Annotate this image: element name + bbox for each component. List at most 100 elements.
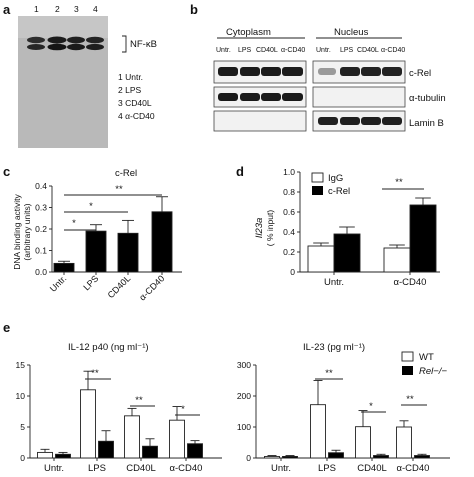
chart-d-bar-1-0 — [383, 247, 411, 273]
nfkb-bracket — [122, 35, 127, 53]
chart-e1-xtick-label: CD40L — [126, 463, 156, 474]
chart-e2-bar-0-0 — [264, 456, 280, 459]
panel-a: a 1 2 3 4 NF-κB 1 Untr. 2 LPS 3 CD40L 4 … — [3, 2, 157, 148]
legend-d-igg-swatch — [311, 172, 324, 183]
chart-e2-bar-3-0 — [396, 426, 412, 459]
chart-e2-sig-1: ** — [325, 368, 333, 379]
chart-d-sig-1: ** — [395, 177, 403, 188]
crel-band-nuc-3 — [361, 67, 381, 76]
chart-e1-bar-3-0 — [169, 419, 185, 459]
lamin-band-3 — [361, 117, 381, 125]
chart-e1-sig-2: ** — [135, 395, 143, 406]
b-lane-lps-nuc: LPS — [340, 47, 354, 54]
chart-e1-bar-1-1 — [98, 440, 114, 459]
crel-band-cyto-1 — [218, 67, 238, 76]
chart-d-ylabel-unit: ( % input) — [265, 210, 275, 247]
chart-c-xtick-label: CD40L — [106, 273, 133, 300]
crel-band-nuc-4 — [382, 67, 402, 76]
legend-e-wt-swatch — [401, 351, 414, 362]
panel-b-label: b — [190, 2, 198, 17]
emsa-band-3-upper — [67, 36, 85, 44]
b-lane-untr-nuc: Untr. — [316, 47, 331, 54]
chart-c-title: c-Rel — [115, 168, 137, 179]
chart-c-bar-2 — [117, 232, 139, 273]
crel-band-cyto-2 — [240, 67, 260, 76]
chart-c-ytick-label: 0.2 — [35, 224, 47, 234]
legend-a-1: 1 Untr. — [118, 72, 143, 82]
emsa-band-3-lower — [67, 43, 85, 51]
b-lane-untr-cyto: Untr. — [216, 47, 231, 54]
chart-c-ylabel-1: DNA binding activity — [12, 193, 22, 269]
chart-e1-ytick-label: 15 — [16, 360, 26, 370]
chart-c-xtick-label: LPS — [81, 273, 100, 292]
chart-c-xtick-label: Untr. — [48, 273, 69, 294]
chart-c-xtick-label: α-CD40 — [137, 273, 166, 302]
panel-a-label: a — [3, 2, 11, 17]
chart-e1: 0 5 10 15 Untr. LPS CD40L α-CD40 — [16, 360, 222, 474]
chart-c-sig-1: * — [72, 218, 76, 229]
emsa-band-2-upper — [47, 36, 67, 44]
row-label-crel: c-Rel — [409, 68, 431, 79]
chart-e2-bar-3-1 — [414, 455, 430, 459]
chart-e2-xtick-label: LPS — [318, 463, 336, 474]
chart-e2-sig-2: * — [369, 401, 373, 412]
chart-c: 0.0 0.1 0.2 0.3 0.4 Untr. LPS CD40L α-CD40 — [35, 181, 182, 302]
legend-e-ko-swatch — [402, 366, 413, 375]
panel-c-label: c — [3, 164, 10, 179]
crel-band-nuc-2 — [340, 67, 360, 76]
chart-c-bar-3 — [151, 211, 173, 273]
chart-e1-bar-1-0 — [80, 389, 96, 459]
chart-d-ytick-label: 0.2 — [283, 247, 295, 257]
panel-e: e IL-12 p40 (ng ml⁻¹) IL-23 (pg ml⁻¹) WT… — [3, 320, 450, 474]
chart-c-bar-1 — [85, 230, 107, 273]
chart-c-ylabel-2: (arbitrary units) — [22, 203, 32, 260]
b-lane-cd40l-nuc: CD40L — [357, 47, 379, 54]
tubulin-band-4 — [282, 93, 303, 101]
b-lane-lps-cyto: LPS — [238, 47, 252, 54]
chart-d-ytick-label: 1.0 — [283, 167, 295, 177]
emsa-band-4-upper — [86, 36, 104, 44]
crel-bands — [218, 67, 402, 76]
panel-b: b Cytoplasm Nucleus Untr. LPS CD40L α-CD… — [190, 2, 446, 132]
tubulin-bands — [218, 93, 303, 101]
legend-d-igg: IgG — [328, 173, 343, 184]
chart-e2-ytick-label: 0 — [246, 453, 251, 463]
chart-e1-bar-3-1 — [187, 443, 203, 459]
b-lane-acd40-nuc: α-CD40 — [381, 47, 405, 54]
chart-e2-xtick-label: CD40L — [357, 463, 387, 474]
b-lane-cd40l-cyto: CD40L — [256, 47, 278, 54]
lamin-bands — [318, 117, 402, 125]
chart-d-ytick-label: 0.8 — [283, 187, 295, 197]
lane-number-3: 3 — [74, 4, 79, 14]
crel-band-cyto-3 — [261, 67, 281, 76]
blot-lamin-cyto — [213, 110, 307, 132]
chart-d-bar-0-0 — [307, 245, 335, 273]
chart-e2-title: IL-23 (pg ml⁻¹) — [303, 342, 365, 353]
chart-e1-bar-2-0 — [124, 415, 140, 459]
chart-e1-bar-0-1 — [55, 453, 71, 459]
emsa-band-2-lower — [47, 43, 67, 51]
legend-a-4: 4 α-CD40 — [118, 111, 155, 121]
blot-tubulin-nuc — [312, 86, 406, 108]
chart-e1-ytick-label: 5 — [20, 422, 25, 432]
legend-a-3: 3 CD40L — [118, 98, 152, 108]
lane-number-4: 4 — [93, 4, 98, 14]
chart-e1-xtick-label: LPS — [88, 463, 106, 474]
chart-c-ytick-label: 0.0 — [35, 267, 47, 277]
legend-d-crel-swatch — [312, 186, 323, 195]
b-lane-acd40-cyto: α-CD40 — [281, 47, 305, 54]
chart-e1-xtick-label: Untr. — [44, 463, 64, 474]
chart-e2-bar-2-0 — [355, 426, 371, 459]
panel-d: d Il23a ( % input) IgG c-Rel ** 00.20.40… — [236, 164, 440, 288]
chart-d-ytick-label: 0.6 — [283, 207, 295, 217]
chart-e1-bar-0-0 — [37, 451, 53, 459]
chart-e2-bar-1-1 — [328, 452, 344, 459]
cytoplasm-label: Cytoplasm — [226, 27, 271, 38]
chart-d-ylabel-gene: Il23a — [254, 218, 265, 239]
chart-e2-bar-2-1 — [373, 455, 389, 459]
chart-d: 0 0.2 0.4 0.6 0.8 1.0 Untr. α-CD40 — [283, 167, 440, 288]
chart-d-ytick-label: 0.4 — [283, 227, 295, 237]
chart-e2-bar-1-0 — [310, 404, 326, 459]
crel-band-cyto-4 — [282, 67, 303, 76]
